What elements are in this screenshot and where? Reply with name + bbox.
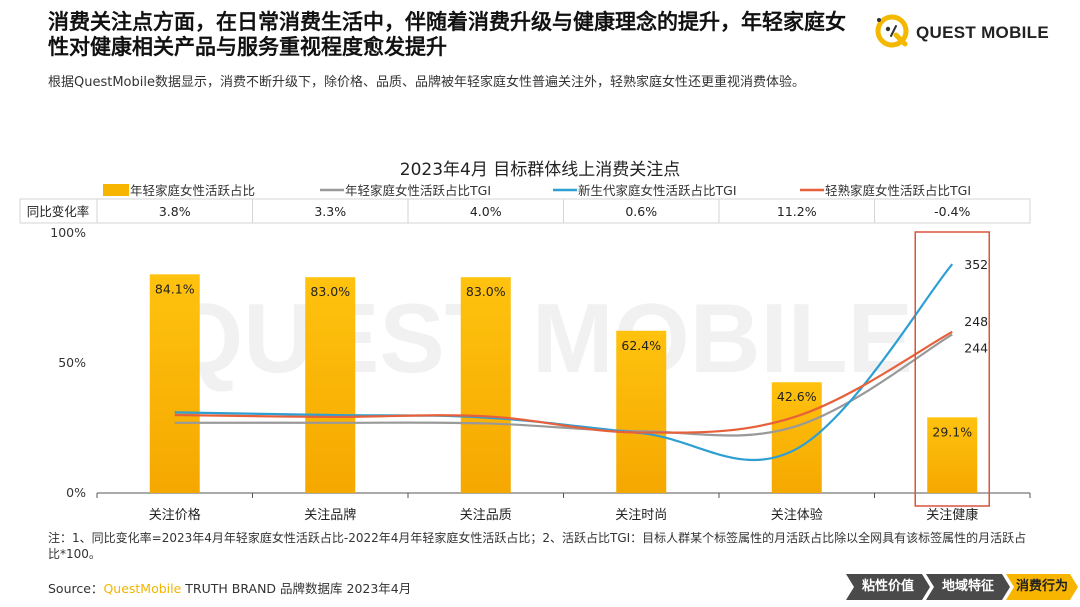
series-line	[174, 330, 953, 434]
x-tick-label: 关注健康	[926, 507, 978, 523]
table-header: 同比变化率	[27, 204, 90, 219]
bar-data-label: 42.6%	[777, 389, 817, 404]
legend-label: 轻熟家庭女性活跃占比TGI	[825, 183, 971, 198]
breadcrumb-item-sticky-value[interactable]: 粘性价值	[846, 574, 930, 600]
x-tick-label: 关注品牌	[304, 507, 356, 523]
x-tick-label: 关注品质	[460, 508, 512, 523]
bar	[616, 330, 667, 493]
table-cell: 3.3%	[314, 204, 346, 219]
breadcrumb-item-region[interactable]: 地域特征	[926, 574, 1010, 600]
table-cell: 0.6%	[625, 204, 657, 219]
table-frame	[19, 198, 1031, 224]
page-title: 消费关注点方面，在日常消费生活中，伴随着消费升级与健康理念的提升，年轻家庭女性对…	[48, 10, 846, 59]
highlight-box	[914, 231, 990, 507]
change-rate-table: 同比变化率 3.8% 3.3% 4.0% 0.6% 11.2% -0.4%	[19, 198, 1031, 224]
x-tick-label: 关注体验	[771, 507, 823, 523]
bar-series	[149, 274, 978, 493]
x-tick-label: 关注时尚	[615, 508, 667, 523]
bar-data-label: 83.0%	[310, 284, 350, 299]
legend-swatch-bar	[103, 184, 129, 196]
data-labels: 84.1% 83.0% 83.0% 62.4% 42.6% 29.1% 244 352 248	[155, 231, 990, 507]
source-rest: TRUTH BRAND 品牌数据库 2023年4月	[181, 581, 412, 596]
legend-label: 新生代家庭女性活跃占比TGI	[578, 183, 737, 198]
line-end-label: 248	[964, 314, 988, 329]
watermark-text: QUEST MOBILE	[167, 283, 913, 393]
breadcrumb-item-consumption[interactable]: 消费行为	[1006, 574, 1078, 600]
chart: QUEST MOBILE 年轻家庭女性活跃占比 年轻家庭女性活跃占比TGI 新生代家…	[19, 183, 1031, 523]
bar-data-label: 29.1%	[932, 424, 972, 439]
series-line	[174, 263, 954, 462]
legend-label: 年轻家庭女性活跃占比TGI	[345, 183, 491, 198]
legend-label: 年轻家庭女性活跃占比	[130, 183, 255, 198]
bar-data-label: 84.1%	[155, 281, 195, 296]
series-line	[174, 333, 953, 437]
brand-logo: QUEST MOBILE	[872, 12, 1049, 50]
logo-text: QUEST MOBILE	[916, 23, 1049, 42]
chart-legend: 年轻家庭女性活跃占比 年轻家庭女性活跃占比TGI 新生代家庭女性活跃占比TGI 轻熟家…	[103, 183, 971, 198]
y-tick-label: 50%	[58, 355, 86, 370]
bar-data-label: 62.4%	[621, 338, 661, 353]
chart-title: 2023年4月 目标群体线上消费关注点	[399, 160, 681, 180]
bar-data-label: 83.0%	[466, 284, 506, 299]
bar	[927, 417, 978, 493]
y-tick-label: 100%	[50, 225, 86, 240]
table-cell: 4.0%	[470, 204, 502, 219]
x-tick-label: 关注价格	[149, 507, 201, 523]
bar	[305, 277, 356, 493]
quest-mobile-logo-icon	[875, 14, 909, 48]
table-cell: 3.8%	[159, 204, 191, 219]
line-series	[174, 263, 954, 462]
table-cell: 11.2%	[777, 204, 817, 219]
footnote: 注：1、同比变化率=2023年4月年轻家庭女性活跃占比-2022年4月年轻家庭女…	[48, 531, 1027, 561]
chart-axes: 0% 50% 100% 关注价格 关注品牌 关注品质 关注时尚 关注体验 关注健康	[50, 225, 1031, 523]
source-prefix: Source：	[48, 581, 104, 596]
bar	[460, 277, 511, 493]
page-subtitle: 根据QuestMobile数据显示，消费不断升级下，除价格、品质、品牌被年轻家庭…	[48, 75, 805, 90]
line-end-label: 244	[964, 340, 988, 355]
table-cell: -0.4%	[934, 204, 970, 219]
line-end-label: 352	[964, 257, 988, 272]
source-line: Source：QuestMobile TRUTH BRAND 品牌数据库 202…	[48, 578, 411, 597]
bar	[149, 274, 200, 493]
source-brand: QuestMobile	[103, 581, 182, 596]
y-tick-label: 0%	[66, 485, 86, 500]
